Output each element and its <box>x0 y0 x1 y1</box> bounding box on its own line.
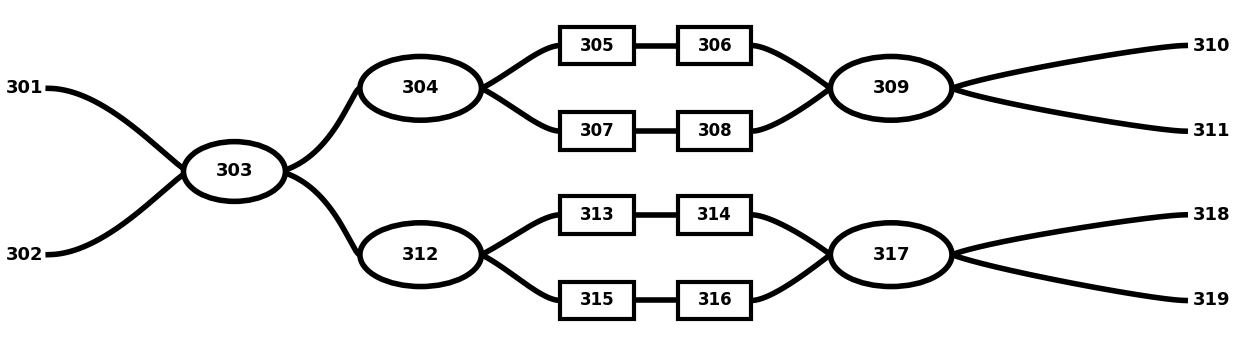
Text: 309: 309 <box>873 79 910 97</box>
Text: 310: 310 <box>1193 36 1230 55</box>
Text: 307: 307 <box>580 122 615 140</box>
Text: 311: 311 <box>1193 122 1230 140</box>
Text: 302: 302 <box>6 246 43 264</box>
Ellipse shape <box>831 57 952 120</box>
Text: 312: 312 <box>402 246 439 264</box>
Ellipse shape <box>360 57 481 120</box>
Text: 318: 318 <box>1193 206 1230 224</box>
FancyBboxPatch shape <box>560 27 634 64</box>
Text: 317: 317 <box>873 246 910 264</box>
Text: 316: 316 <box>697 292 732 309</box>
Text: 313: 313 <box>580 206 615 224</box>
FancyBboxPatch shape <box>678 27 751 64</box>
Text: 308: 308 <box>697 122 732 140</box>
Text: 315: 315 <box>580 292 615 309</box>
Text: 305: 305 <box>580 36 615 55</box>
Text: 303: 303 <box>216 163 253 180</box>
Ellipse shape <box>831 223 952 286</box>
FancyBboxPatch shape <box>560 112 634 150</box>
Text: 304: 304 <box>402 79 439 97</box>
Text: 301: 301 <box>6 79 43 97</box>
Text: 306: 306 <box>697 36 732 55</box>
FancyBboxPatch shape <box>560 196 634 234</box>
FancyBboxPatch shape <box>560 282 634 319</box>
Text: 319: 319 <box>1193 292 1230 309</box>
Ellipse shape <box>360 223 481 286</box>
Ellipse shape <box>184 142 285 201</box>
FancyBboxPatch shape <box>678 196 751 234</box>
Text: 314: 314 <box>697 206 732 224</box>
FancyBboxPatch shape <box>678 282 751 319</box>
FancyBboxPatch shape <box>678 112 751 150</box>
